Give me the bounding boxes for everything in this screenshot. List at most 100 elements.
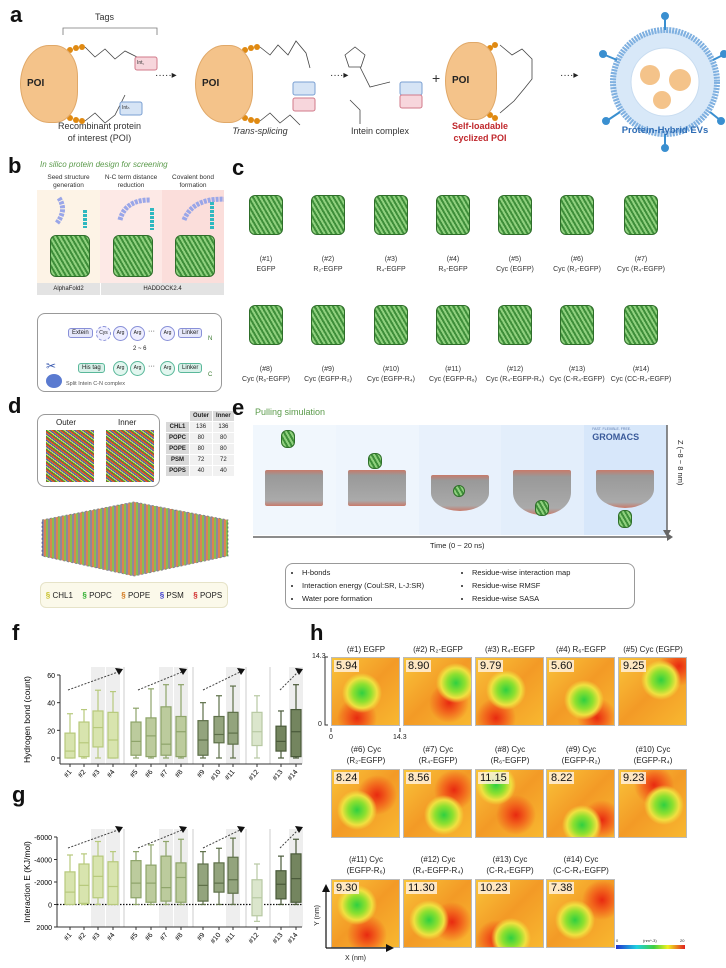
density-map: 8.22	[546, 769, 615, 838]
y-axis-label: Hydrogen bond (count)	[22, 676, 32, 763]
colorbar-max: 20	[680, 938, 685, 943]
x-tick-label: #9	[196, 932, 206, 943]
box	[175, 715, 187, 758]
protein-structure	[560, 305, 594, 345]
ellipsis: ···	[148, 363, 155, 370]
x-tick-label: #1	[63, 769, 73, 780]
y-tick-label: 2000	[36, 925, 52, 932]
linker-design-inset: Extein Cys Arg Arg ··· Arg Linker 2 ~ 6 …	[37, 313, 222, 392]
protein-structure	[624, 305, 658, 345]
density-value: 8.56	[406, 772, 432, 784]
arg-count-range: 2 ~ 6	[133, 346, 147, 352]
ellipsis: ···	[148, 328, 155, 335]
membrane-3d-view	[41, 501, 229, 577]
arg-residue: Arg	[130, 326, 145, 341]
trend-arrow	[279, 671, 299, 691]
svg-text:····▸: ····▸	[560, 70, 578, 81]
svg-text:·····▸: ·····▸	[155, 70, 177, 81]
density-value: 9.23	[621, 772, 647, 784]
density-map-title: (#14) Cyc (C-C-R₄-EGFP)	[553, 855, 609, 875]
construct-label: (#9) Cyc (EGFP-R₂)	[304, 366, 352, 383]
step5-label: Protein-Hybrid EVs	[621, 125, 709, 136]
construct-label: (#7) Cyc (R₄-EGFP)	[617, 256, 665, 273]
svg-text:····▸: ····▸	[330, 70, 348, 81]
x-tick-label: #10	[210, 769, 223, 783]
x-tick-label: #14	[287, 932, 300, 946]
density-map-title: (#2) R₂-EGFP	[413, 645, 463, 654]
density-map-title: (#7) Cyc (R₄-EGFP)	[418, 745, 458, 765]
x-tick-label: #13	[272, 769, 285, 783]
box	[130, 721, 142, 756]
x-tick-label: #6	[144, 932, 154, 943]
density-map-title: (#8) Cyc (R₆-EGFP)	[490, 745, 530, 765]
list-item: H-bonds	[302, 566, 460, 579]
legend-item-psm: § PSM	[159, 590, 184, 600]
box	[275, 725, 287, 752]
e-axes	[253, 425, 673, 541]
panel-label-h: h	[310, 620, 324, 645]
protein-structure	[374, 195, 408, 235]
panel-e-title: Pulling simulation	[255, 407, 326, 417]
x-tick-label: #3	[91, 769, 101, 780]
list-item: Interaction energy (Coul:SR, L-J:SR)	[302, 579, 460, 592]
x-tick-label: #6	[144, 769, 154, 780]
col-label: N-C term distance reduction	[104, 174, 158, 189]
box	[160, 706, 172, 756]
construct-label: (#14) Cyc (CC-R₄-EGFP)	[610, 366, 672, 383]
panel-label-e: e	[232, 395, 245, 420]
x-tick-max: 14.3	[393, 734, 407, 741]
x-tick-label: #4	[106, 932, 116, 943]
box	[213, 862, 225, 893]
construct-label: (#6) Cyc (R₂-EGFP)	[553, 256, 601, 273]
box	[227, 856, 239, 894]
n-terminus-label: N	[208, 336, 213, 342]
y-tick-label: 0	[51, 756, 55, 763]
density-map-title: (#6) Cyc (R₂-EGFP)	[346, 745, 386, 765]
density-value: 9.79	[478, 660, 504, 672]
arrowhead	[237, 826, 245, 833]
gromacs-logo: GROMACS	[592, 432, 640, 442]
density-map: 8.56	[403, 769, 472, 838]
density-value: 11.30	[406, 882, 437, 894]
construct-label: (#8) Cyc (R₆-EGFP)	[242, 366, 290, 383]
box	[107, 711, 119, 759]
trend-arrow	[67, 671, 119, 691]
tags-label: Tags	[95, 12, 115, 22]
x-tick-label: #12	[248, 932, 261, 946]
construct-label: (#10) Cyc (EGFP-R₄)	[367, 366, 415, 383]
density-map: 8.90	[403, 657, 472, 726]
x-tick-label: #2	[77, 932, 87, 943]
x-tick-label: #7	[159, 769, 169, 780]
y-tick-label: -2000	[34, 880, 52, 887]
panel-label-g: g	[12, 782, 26, 807]
box	[197, 720, 209, 756]
density-map-title: (#12) Cyc (R₄-EGFP-R₄)	[412, 855, 464, 875]
x-tick-label: #4	[106, 769, 116, 780]
density-map: 9.25	[618, 657, 687, 726]
box	[78, 863, 90, 904]
box	[107, 861, 119, 906]
x-axis-label: X (nm)	[345, 955, 366, 962]
box	[92, 710, 104, 748]
x-tick-label: #12	[248, 769, 261, 783]
density-map: 9.23	[618, 769, 687, 838]
y-tick-min: 0	[318, 721, 322, 728]
pulling-simulation-frames: FAST. FLEXIBLE. FREE. GROMACS	[253, 425, 667, 535]
protein-structure	[624, 195, 658, 235]
protein-structure	[436, 195, 470, 235]
step3-label: Intein complex	[350, 126, 410, 136]
lipid-legend: § CHL1 § POPC § POPE § PSM § POPS	[40, 582, 228, 608]
density-map: 5.60	[546, 657, 615, 726]
density-value: 9.25	[621, 660, 647, 672]
x-tick-label: #5	[129, 932, 139, 943]
legend-item-chl1: § CHL1	[45, 590, 73, 600]
z-axis-label: Z (−8 ~ 8 nm)	[676, 440, 685, 486]
box	[64, 871, 76, 906]
x-tick-label: #7	[159, 932, 169, 943]
panel-label-b: b	[8, 153, 22, 178]
arrowhead	[115, 826, 123, 833]
density-value: 8.90	[406, 660, 432, 672]
protein-structure	[560, 195, 594, 235]
protein-structure	[113, 235, 153, 277]
trend-arrow	[137, 829, 183, 849]
